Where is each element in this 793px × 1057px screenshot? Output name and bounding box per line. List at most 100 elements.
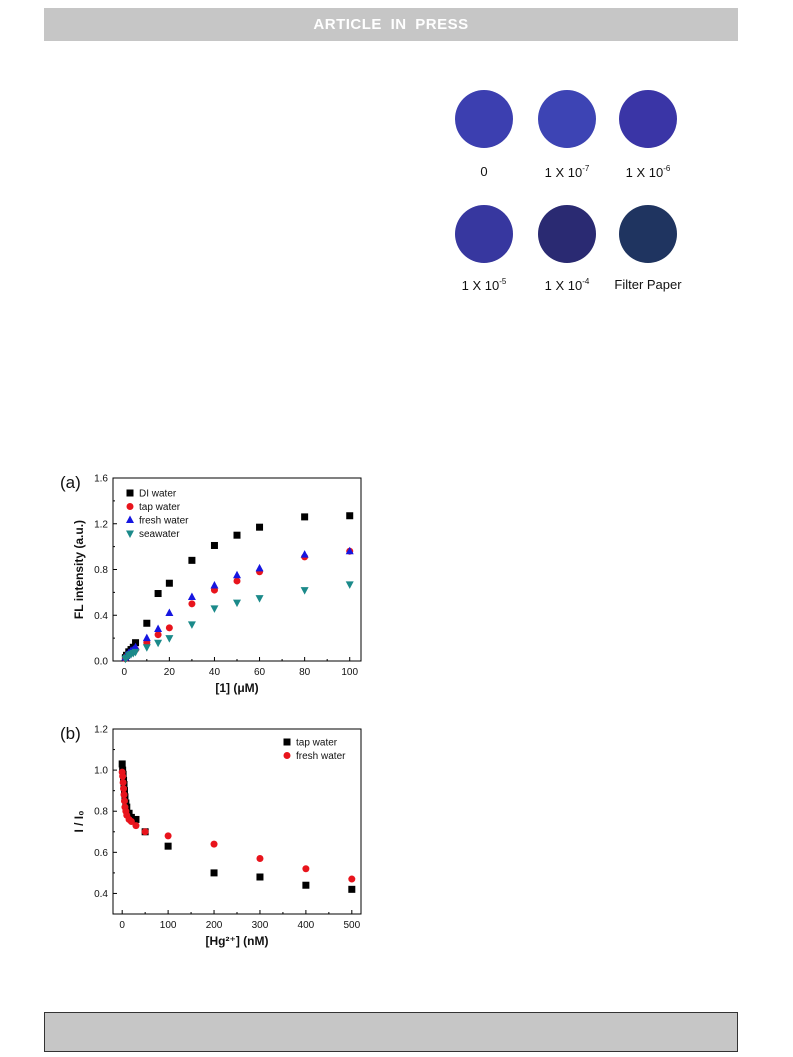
x-tick-label: 80 — [299, 667, 311, 678]
disc-concentration-label: Filter Paper — [588, 277, 708, 292]
data-point — [345, 546, 354, 555]
disc-label-text: 1 X 10 — [461, 278, 500, 293]
filter-paper-disc — [538, 205, 596, 263]
y-tick-label: 1.2 — [94, 519, 108, 530]
data-point — [256, 873, 264, 881]
data-point — [131, 648, 140, 657]
data-point — [210, 581, 219, 589]
data-point — [348, 875, 356, 883]
data-point — [118, 760, 126, 768]
chart-b-relative-intensity: (b) 0 100 200 300 400 500 0.4 0.6 0.8 1.0 1.2 [Hg²⁺]… — [60, 724, 362, 948]
data-point — [131, 642, 140, 651]
legend-marker — [126, 489, 134, 497]
x-tick-label: 40 — [209, 667, 221, 678]
legend-marker — [283, 738, 291, 746]
y-tick-label: 0.0 — [94, 657, 108, 668]
data-point — [142, 644, 151, 652]
x-tick-label: 300 — [252, 920, 269, 931]
disc-concentration-label: 1 X 10-6 — [588, 164, 708, 180]
data-point — [165, 624, 173, 632]
legend: tap water fresh water — [283, 738, 346, 762]
legend-label: fresh water — [139, 516, 189, 527]
data-point — [165, 635, 174, 643]
disc-label-exponent: -7 — [582, 164, 590, 173]
data-point — [255, 563, 264, 572]
data-point — [165, 579, 173, 587]
data-point — [346, 512, 354, 520]
footer-citation-bar — [44, 1012, 738, 1052]
data-point — [210, 605, 219, 613]
data-point — [256, 855, 264, 862]
data-point — [345, 581, 354, 589]
data-point — [127, 818, 135, 825]
y-axis-label: I / I₀ — [72, 810, 86, 832]
y-tick-label: 1.2 — [94, 725, 108, 736]
data-point — [164, 842, 172, 850]
legend-marker — [126, 515, 134, 523]
disc-label-text: Filter Paper — [614, 277, 682, 292]
disc-label-exponent: -6 — [663, 164, 671, 173]
panel-label: (b) — [60, 724, 81, 743]
data-point — [132, 639, 140, 647]
legend-label: tap water — [296, 738, 338, 749]
series-fresh-water — [118, 768, 356, 883]
y-tick-label: 0.4 — [94, 889, 108, 900]
x-axis-label: [Hg²⁺] (nM) — [206, 934, 269, 948]
series-tap-water — [118, 760, 356, 893]
filter-paper-disc — [538, 90, 596, 148]
filter-paper-disc — [619, 205, 677, 263]
y-tick-label: 0.4 — [94, 611, 108, 622]
article-in-press-banner: ARTICLE IN PRESS — [44, 8, 738, 41]
data-point — [233, 570, 241, 579]
disc-concentration-label: 1 X 10-4 — [507, 277, 627, 293]
y-tick-label: 0.8 — [94, 807, 108, 818]
y-tick-label: 1.0 — [94, 766, 108, 777]
x-tick-label: 400 — [298, 920, 315, 931]
x-tick-label: 500 — [343, 920, 360, 931]
data-point — [300, 550, 309, 558]
filter-paper-disc — [455, 90, 513, 148]
legend-label: tap water — [139, 502, 181, 513]
filter-paper-disc — [455, 205, 513, 263]
series-seawater — [121, 581, 354, 664]
disc-label-exponent: -5 — [499, 277, 507, 286]
data-point — [142, 633, 151, 642]
filter-paper-disc — [619, 90, 677, 148]
data-point — [188, 556, 196, 564]
disc-label-exponent: -4 — [582, 277, 590, 286]
disc-concentration-label: 0 — [424, 164, 544, 179]
disc-label-text: 1 X 10 — [544, 165, 583, 180]
disc-concentration-label: 1 X 10-7 — [507, 164, 627, 180]
data-point — [233, 531, 241, 539]
data-point — [120, 785, 128, 793]
data-point — [119, 772, 127, 780]
data-point — [348, 885, 356, 893]
data-point — [141, 828, 149, 836]
x-tick-label: 100 — [341, 667, 358, 678]
data-point — [154, 639, 163, 648]
banner-title: ARTICLE IN PRESS — [313, 16, 469, 33]
disc-label-text: 0 — [480, 164, 488, 179]
x-tick-label: 100 — [160, 920, 177, 931]
data-point — [210, 541, 218, 549]
legend-label: seawater — [139, 529, 180, 540]
data-point — [143, 619, 151, 627]
x-tick-label: 20 — [164, 667, 176, 678]
data-point — [300, 587, 309, 595]
data-point — [256, 523, 264, 531]
data-point — [255, 595, 264, 603]
data-point — [164, 832, 172, 840]
data-point — [233, 577, 241, 585]
x-tick-label: 60 — [254, 667, 266, 678]
data-point — [154, 624, 163, 632]
data-point — [132, 815, 140, 823]
data-point — [187, 592, 196, 600]
y-axis-label: FL intensity (a.u.) — [72, 520, 86, 619]
disc-concentration-label: 1 X 10-5 — [424, 277, 544, 293]
x-axis-label: [1] (μM) — [215, 681, 258, 695]
data-point — [154, 631, 162, 639]
data-point — [187, 621, 196, 629]
y-tick-label: 0.8 — [94, 565, 108, 576]
data-point — [302, 881, 310, 889]
x-tick-label: 0 — [121, 667, 127, 678]
